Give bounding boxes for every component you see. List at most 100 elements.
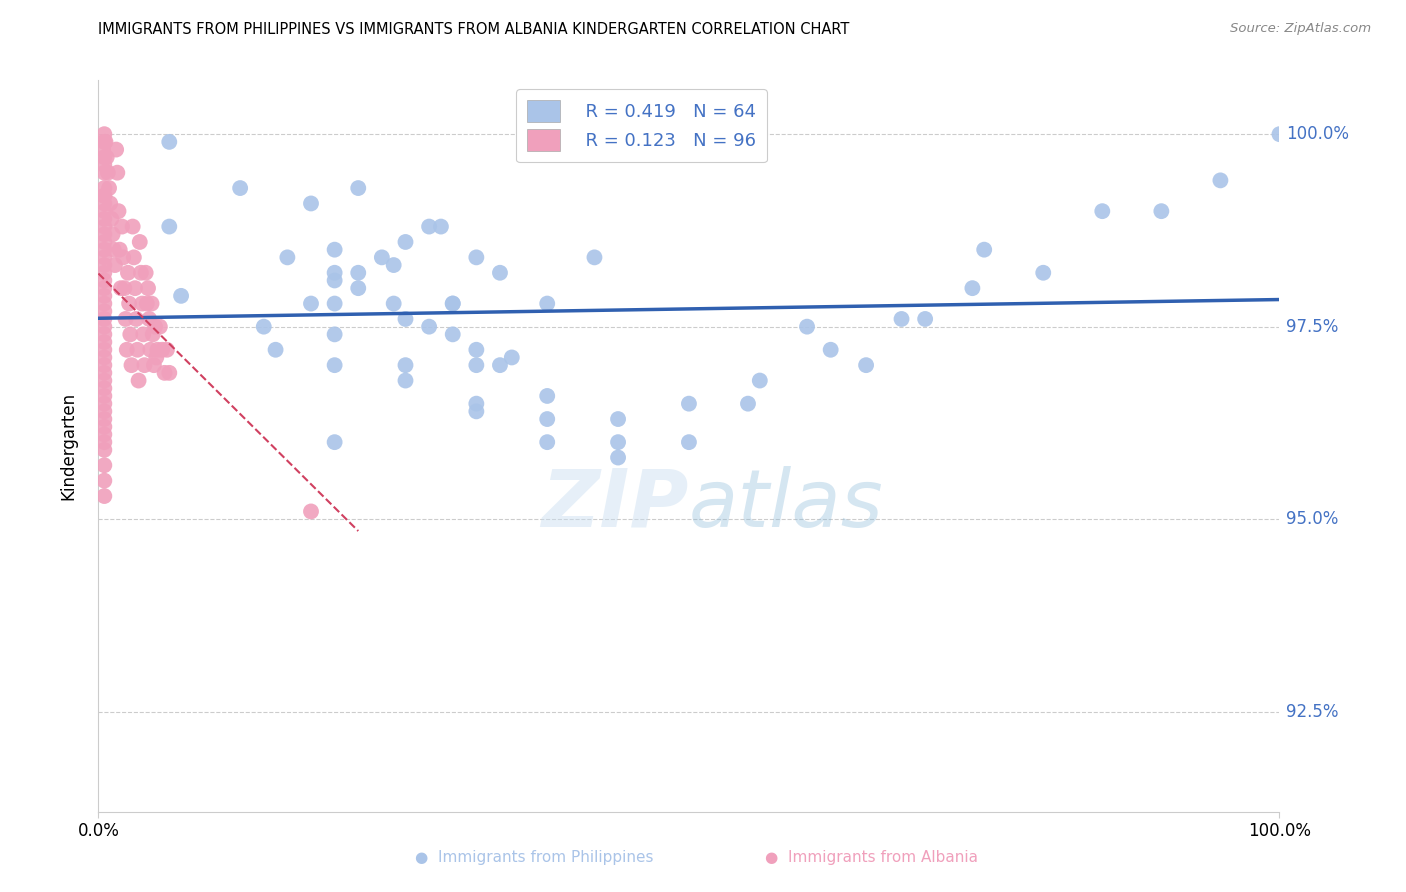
Point [93, 227, 115, 242]
Point [93, 327, 115, 342]
Text: ZIP: ZIP [541, 466, 689, 543]
Point [93, 235, 115, 249]
Point [93, 150, 115, 164]
Point [111, 219, 134, 234]
Text: ●  Immigrants from Albania: ● Immigrants from Albania [765, 850, 979, 865]
Point [465, 358, 488, 372]
Point [489, 358, 512, 372]
Point [125, 312, 148, 326]
Point [93, 334, 115, 349]
Point [347, 181, 370, 195]
Point [112, 251, 135, 265]
Point [430, 219, 453, 234]
Point [108, 243, 131, 257]
Point [134, 358, 156, 372]
Point [93, 458, 115, 473]
Point [93, 397, 115, 411]
Point [418, 319, 440, 334]
Point [93, 135, 115, 149]
Point [93, 489, 115, 503]
Point [93, 266, 115, 280]
Point [323, 296, 346, 310]
Point [299, 296, 322, 310]
Point [93, 366, 115, 380]
Point [855, 358, 877, 372]
Point [131, 296, 153, 310]
Point [93, 343, 115, 357]
Point [465, 404, 488, 418]
Point [890, 312, 912, 326]
Point [157, 135, 180, 149]
Point [128, 374, 150, 388]
Point [299, 196, 322, 211]
Point [139, 343, 162, 357]
Point [276, 251, 298, 265]
Point [94, 135, 117, 149]
Point [394, 235, 416, 249]
Point [100, 211, 122, 226]
Point [1268, 127, 1291, 141]
Point [142, 327, 165, 342]
Point [170, 289, 193, 303]
Point [678, 397, 700, 411]
Point [153, 366, 176, 380]
Point [93, 435, 115, 450]
Point [93, 319, 115, 334]
Point [914, 312, 936, 326]
Point [347, 266, 370, 280]
Point [536, 412, 558, 426]
Point [91, 143, 114, 157]
Point [127, 343, 149, 357]
Point [93, 273, 115, 287]
Point [441, 296, 464, 310]
Point [93, 188, 115, 202]
Point [93, 358, 115, 372]
Y-axis label: Kindergarten: Kindergarten [59, 392, 77, 500]
Point [489, 266, 512, 280]
Point [93, 158, 115, 172]
Point [323, 243, 346, 257]
Text: 92.5%: 92.5% [1286, 703, 1339, 721]
Point [465, 251, 488, 265]
Point [737, 397, 759, 411]
Point [157, 219, 180, 234]
Point [253, 319, 276, 334]
Point [501, 351, 523, 365]
Point [93, 211, 115, 226]
Point [394, 374, 416, 388]
Point [93, 281, 115, 295]
Point [93, 219, 115, 234]
Point [93, 243, 115, 257]
Point [118, 296, 141, 310]
Point [93, 258, 115, 272]
Point [96, 150, 118, 164]
Point [1150, 204, 1173, 219]
Point [607, 450, 630, 465]
Point [135, 266, 157, 280]
Point [105, 143, 128, 157]
Point [394, 358, 416, 372]
Point [156, 343, 179, 357]
Text: 95.0%: 95.0% [1286, 510, 1339, 528]
Point [264, 343, 287, 357]
Point [114, 312, 136, 326]
Point [115, 343, 138, 357]
Point [150, 343, 173, 357]
Point [382, 258, 405, 272]
Point [371, 251, 394, 265]
Point [142, 358, 165, 372]
Point [93, 474, 115, 488]
Point [93, 412, 115, 426]
Point [93, 166, 115, 180]
Point [796, 319, 818, 334]
Point [146, 343, 169, 357]
Point [536, 296, 558, 310]
Point [583, 251, 606, 265]
Point [93, 181, 115, 195]
Point [93, 204, 115, 219]
Point [93, 304, 115, 318]
Point [418, 219, 440, 234]
Point [607, 435, 630, 450]
Point [465, 343, 488, 357]
Point [103, 243, 125, 257]
